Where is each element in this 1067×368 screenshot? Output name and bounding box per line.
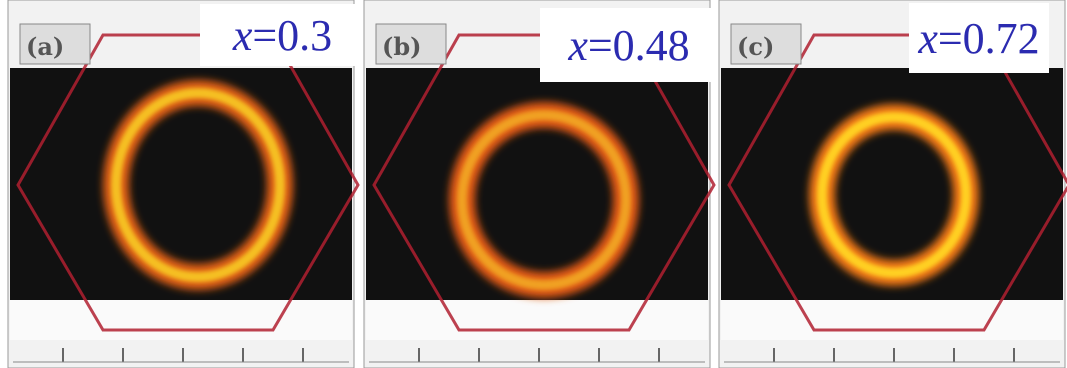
doping-value: =0.48 bbox=[588, 21, 690, 70]
doping-box bbox=[200, 4, 365, 66]
doping-variable: x bbox=[567, 21, 588, 70]
panel: (a) x=0.3 bbox=[7, 0, 365, 368]
doping-variable: x bbox=[232, 11, 253, 60]
panel-label-box bbox=[19, 23, 91, 65]
doping-variable: x bbox=[917, 14, 938, 63]
doping-box bbox=[540, 8, 718, 82]
lower-strip bbox=[366, 300, 708, 340]
ring-inner bbox=[817, 112, 971, 278]
doping-label: x=0.48 bbox=[567, 21, 689, 70]
doping-value: =0.3 bbox=[252, 11, 332, 60]
doping-label: x=0.3 bbox=[232, 11, 332, 60]
ring-inner bbox=[457, 110, 631, 290]
lower-strip bbox=[10, 300, 352, 340]
panel-label: (c) bbox=[737, 32, 774, 61]
doping-label: x=0.72 bbox=[917, 14, 1039, 63]
panel: (b) x=0.48 bbox=[363, 0, 718, 368]
lower-strip bbox=[721, 300, 1063, 340]
doping-value: =0.72 bbox=[938, 14, 1040, 63]
doping-box bbox=[909, 3, 1049, 73]
panel: (c) x=0.72 bbox=[718, 0, 1067, 368]
panel-label: (b) bbox=[382, 32, 422, 61]
panel-label: (a) bbox=[26, 32, 64, 61]
panel-label-box bbox=[730, 23, 802, 65]
ring-inner bbox=[111, 88, 285, 282]
panel-label-box bbox=[375, 23, 447, 65]
